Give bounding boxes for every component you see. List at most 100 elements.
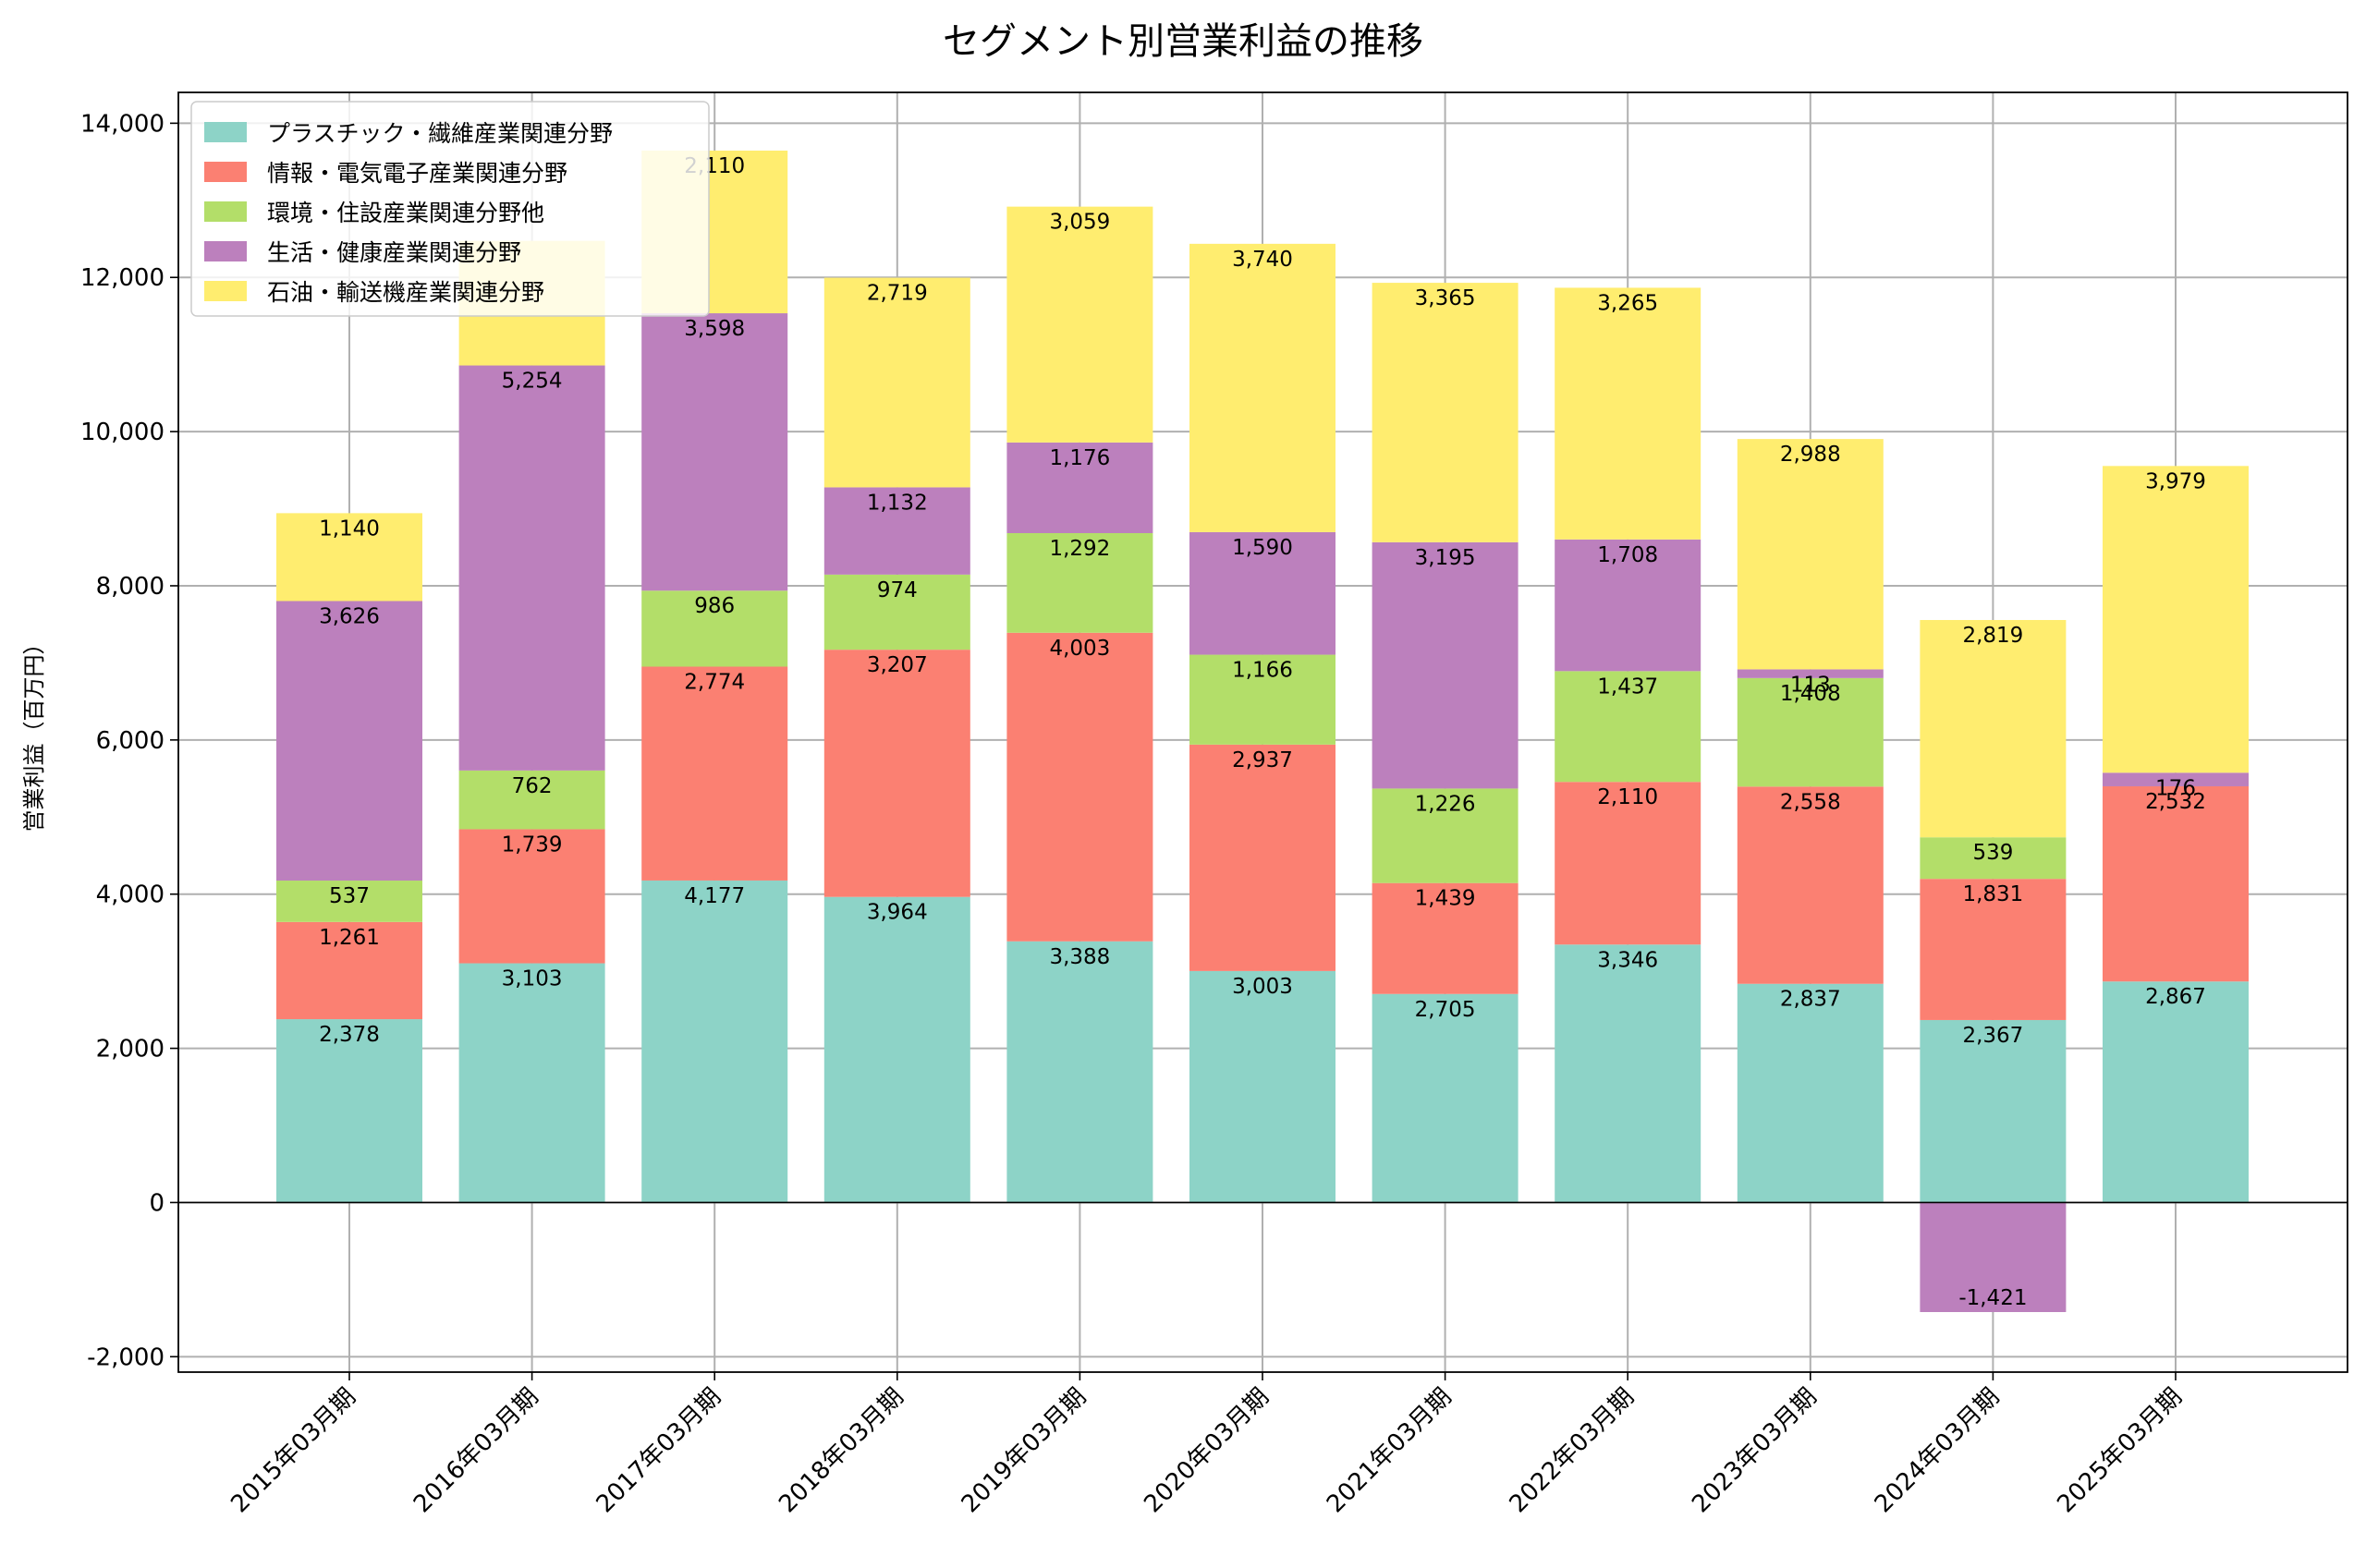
bar-value-label: 2,837 <box>1780 988 1841 1012</box>
bar-segment <box>458 770 605 830</box>
bar-segment <box>1737 983 1884 1203</box>
bar-segment <box>823 277 970 488</box>
legend-entry-label: 環境・住設産業関連分野他 <box>267 200 544 226</box>
legend: プラスチック・繊維産業関連分野情報・電気電子産業関連分野環境・住設産業関連分野他… <box>190 101 710 317</box>
bar-value-label: 2,705 <box>1415 998 1476 1022</box>
bar-value-label: 3,598 <box>684 317 745 341</box>
bar-segment <box>823 574 970 650</box>
bar-value-label: 1,132 <box>867 491 928 515</box>
bar-value-label: 1,261 <box>319 926 380 950</box>
legend-entry-label: 生活・健康産業関連分野 <box>267 239 521 266</box>
bar-value-label: 537 <box>329 884 370 908</box>
legend-swatch <box>204 162 247 182</box>
bar-segment <box>276 1019 422 1203</box>
bar-value-label: 2,774 <box>684 670 745 694</box>
bar-value-label: 3,388 <box>1049 945 1110 969</box>
bar-segment <box>1737 786 1884 984</box>
bar-segment <box>1920 1202 2067 1313</box>
bar-segment <box>1920 879 2067 1020</box>
x-tick-label: 2025年03月期 <box>2052 1383 2188 1519</box>
bar-value-label: 3,346 <box>1597 948 1658 972</box>
bar-segment <box>1189 970 1335 1203</box>
bar-segment <box>1006 206 1153 443</box>
bar-segment <box>276 601 422 881</box>
legend-swatch <box>204 281 247 301</box>
bar-segment <box>1555 287 1701 540</box>
y-tick-label: 14,000 <box>80 110 165 138</box>
bar-segment <box>2103 785 2249 982</box>
x-tick-label: 2022年03月期 <box>1505 1383 1640 1519</box>
bar-segment <box>1372 788 1518 883</box>
legend-entry-label: 情報・電気電子産業関連分野 <box>267 160 567 187</box>
x-tick-label: 2020年03月期 <box>1139 1383 1274 1519</box>
bar-segment <box>823 650 970 897</box>
bar-value-label: 1,439 <box>1415 887 1476 911</box>
bar-segment <box>276 921 422 1020</box>
bar-value-label: 3,626 <box>319 604 380 628</box>
bar-segment <box>1006 532 1153 633</box>
x-tick-label: 2018年03月期 <box>774 1383 909 1519</box>
bar-value-label: 1,708 <box>1597 543 1658 567</box>
bar-value-label: 2,988 <box>1780 443 1841 467</box>
bar-segment <box>1006 941 1153 1203</box>
legend-entry-label: 石油・輸送機産業関連分野 <box>267 279 544 306</box>
bar-value-label: 1,408 <box>1780 682 1841 706</box>
y-tick-label: -2,000 <box>87 1343 165 1371</box>
bar-value-label: -1,421 <box>1958 1286 2027 1310</box>
bar-value-label: 176 <box>2155 776 2196 800</box>
bar-segment <box>1555 539 1701 672</box>
bar-value-label: 1,437 <box>1597 675 1658 699</box>
bar-segment <box>1737 677 1884 787</box>
bar-value-label: 1,590 <box>1232 536 1293 560</box>
y-tick-label: 8,000 <box>96 573 165 601</box>
bar-value-label: 1,739 <box>502 833 563 857</box>
bar-value-label: 2,867 <box>2145 985 2206 1009</box>
y-tick-label: 2,000 <box>96 1036 165 1064</box>
bar-value-label: 1,226 <box>1415 792 1476 816</box>
bar-value-label: 539 <box>1972 841 2013 865</box>
bar-value-label: 986 <box>694 594 735 618</box>
bar-value-label: 113 <box>1790 673 1831 697</box>
bar-value-label: 3,740 <box>1232 248 1293 272</box>
bar-segment <box>641 313 788 591</box>
bar-segment <box>1920 837 2067 880</box>
bar-value-label: 2,532 <box>2145 790 2206 814</box>
bar-value-label: 1,292 <box>1049 537 1110 561</box>
bar-value-label: 1,140 <box>319 517 380 541</box>
bar-segment <box>1189 654 1335 745</box>
bar-value-label: 2,558 <box>1780 790 1841 814</box>
x-tick-label: 2019年03月期 <box>957 1383 1092 1519</box>
chart-title: セグメント別営業利益の推移 <box>943 20 1423 63</box>
bar-segment <box>1006 442 1153 533</box>
x-tick-label: 2017年03月期 <box>592 1383 727 1519</box>
y-tick-label: 4,000 <box>96 881 165 909</box>
bar-value-label: 5,254 <box>502 370 563 394</box>
bar-value-label: 2,110 <box>1597 785 1658 809</box>
bar-segment <box>1372 541 1518 789</box>
bar-segment <box>1555 944 1701 1203</box>
bar-value-label: 3,265 <box>1597 291 1658 315</box>
bar-value-label: 2,819 <box>1962 624 2023 648</box>
x-tick-label: 2021年03月期 <box>1322 1383 1457 1519</box>
bar-value-label: 3,207 <box>867 653 928 677</box>
bar-segment <box>1372 283 1518 542</box>
plot-frame <box>177 91 2348 1373</box>
bar-segment <box>1372 882 1518 994</box>
bar-value-label: 1,831 <box>1962 882 2023 906</box>
bar-segment <box>458 365 605 771</box>
bar-segment <box>641 666 788 881</box>
bar-value-label: 3,964 <box>867 901 928 925</box>
bar-value-label: 1,166 <box>1232 659 1293 683</box>
x-tick-label: 2023年03月期 <box>1687 1383 1823 1519</box>
y-tick-label: 0 <box>149 1189 165 1217</box>
bar-value-label: 2,719 <box>867 282 928 306</box>
bar-segment <box>276 513 422 602</box>
bar-segment <box>1189 531 1335 655</box>
bar-segment <box>2103 772 2249 786</box>
bar-value-label: 2,937 <box>1232 748 1293 772</box>
bar-value-label: 974 <box>877 578 918 602</box>
bar-value-label: 3,979 <box>2145 469 2206 493</box>
bar-value-label: 3,059 <box>1049 211 1110 235</box>
value-labels-layer: 2,378 3,103 4,177 3,964 3,388 3,003 2,705 3,346… <box>319 154 2206 1310</box>
